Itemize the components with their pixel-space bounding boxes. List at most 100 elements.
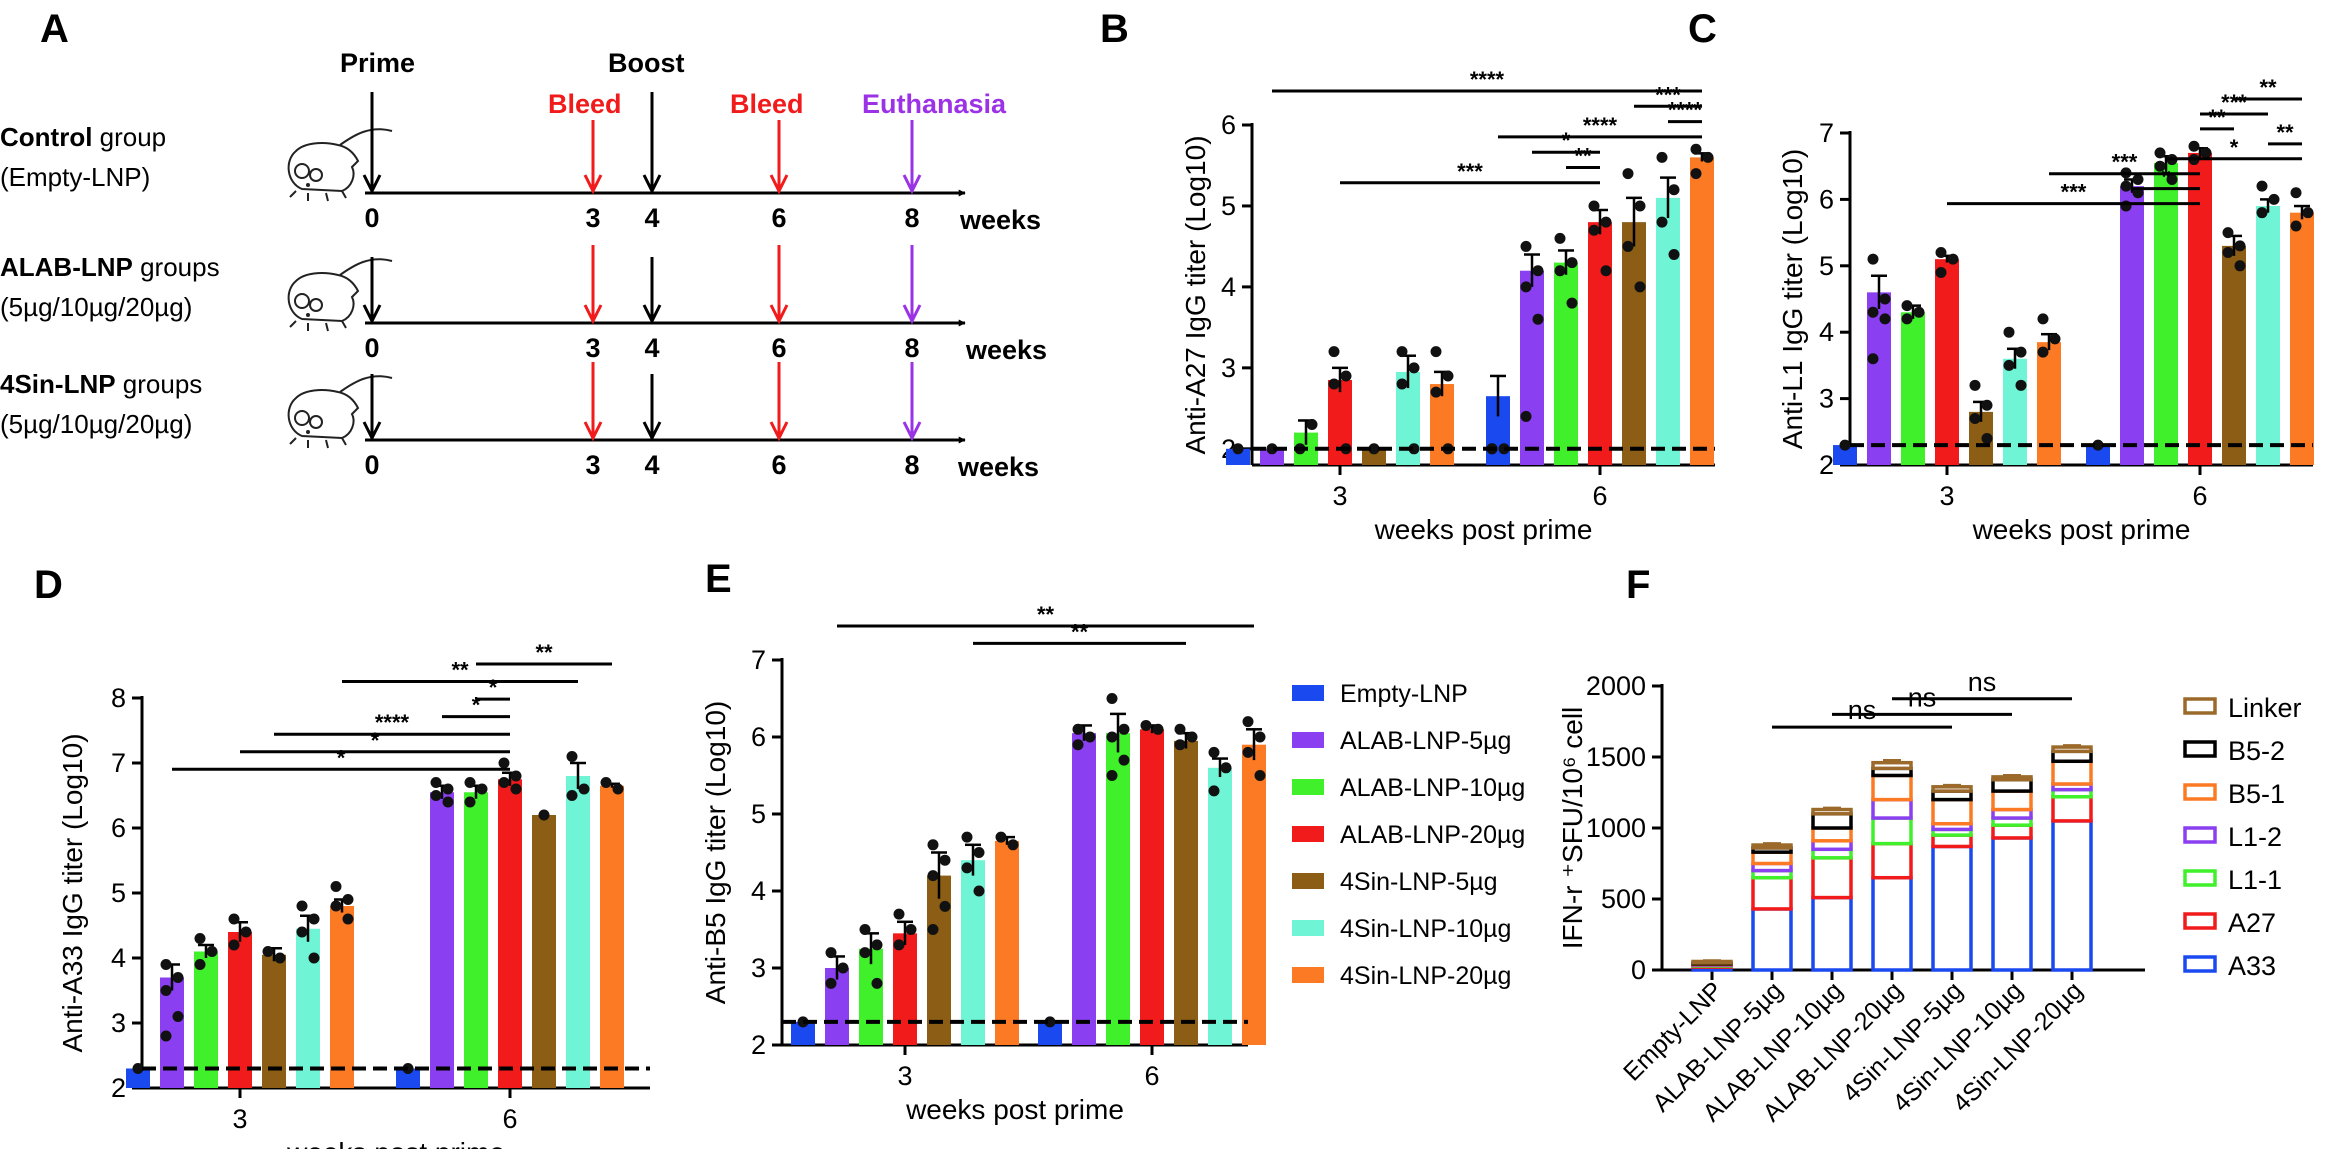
data-point: [1867, 253, 1879, 265]
mouse-eye: [306, 430, 310, 434]
bar: [2290, 212, 2314, 465]
data-point: [825, 947, 837, 959]
stacked-segment: [2051, 819, 2093, 972]
y-tick-label: 7: [1819, 118, 1834, 148]
data-point: [2154, 160, 2166, 172]
arrow-head: [902, 174, 922, 195]
legend-label: ALAB-LNP-20µg: [1340, 821, 1525, 849]
group-name: ALAB-LNP: [0, 252, 133, 282]
y-tick-label: 2: [1819, 450, 1834, 480]
data-point: [510, 770, 522, 782]
data-point: [1007, 839, 1019, 851]
legend-label: ALAB-LNP-10µg: [1340, 774, 1525, 802]
legend-label: ALAB-LNP-5µg: [1340, 727, 1511, 755]
bar: [859, 948, 883, 1045]
data-point: [2234, 240, 2246, 252]
bar: [430, 792, 454, 1088]
y-axis-title: Anti-A33 IgG titer (Log10): [57, 733, 88, 1052]
data-point: [1634, 281, 1646, 293]
significance-label: ns: [1848, 695, 1877, 725]
week-tick: 0: [364, 333, 379, 363]
data-point: [1668, 184, 1680, 196]
stacked-segment: [1871, 797, 1913, 820]
stacked-segment: [1991, 823, 2033, 840]
significance-label: ***: [2221, 90, 2247, 115]
x-tick-label: 3: [232, 1104, 247, 1134]
week-tick: 0: [364, 450, 379, 480]
arrow-head: [362, 174, 382, 195]
stacked-segment: [2051, 759, 2093, 786]
data-point: [1702, 151, 1714, 163]
data-point: [430, 790, 442, 801]
data-point: [1174, 723, 1186, 735]
bar: [532, 815, 556, 1088]
bar: [2188, 152, 2212, 466]
bar: [1588, 222, 1612, 465]
panel-label: F: [1626, 563, 1650, 607]
bar: [995, 840, 1019, 1045]
legend-swatch: [1292, 732, 1324, 748]
data-point: [228, 939, 240, 951]
data-point: [2200, 147, 2212, 159]
data-point: [1532, 313, 1544, 325]
significance-label: **: [1071, 619, 1089, 644]
legend-label: L1-1: [2228, 865, 2282, 895]
data-point: [1656, 216, 1668, 228]
significance-label: ***: [2061, 180, 2087, 205]
data-point: [308, 952, 320, 964]
data-point: [1430, 386, 1442, 398]
week-tick: 4: [644, 203, 659, 233]
week-tick: 6: [771, 333, 786, 363]
group-suffix: groups: [133, 252, 220, 282]
data-point: [1935, 266, 1947, 278]
y-tick-label: 8: [111, 683, 126, 713]
panel-a-timeline: A Prime Boost Bleed Bleed Euthanasia Con…: [0, 7, 1047, 482]
significance-label: *: [371, 728, 380, 753]
data-point: [1186, 731, 1198, 743]
data-point: [927, 839, 939, 851]
data-point: [2256, 207, 2268, 219]
bar: [600, 785, 624, 1088]
bar: [1833, 445, 1857, 465]
y-tick-label: 6: [1221, 110, 1236, 140]
y-tick-label: 3: [111, 1008, 126, 1038]
data-point: [1396, 346, 1408, 358]
data-point: [2049, 333, 2061, 345]
legend-swatch: [1292, 826, 1324, 842]
group-2-title: ALAB-LNP groups: [0, 252, 220, 282]
mouse-feet: [289, 320, 347, 332]
panel-label: E: [705, 557, 732, 601]
data-point: [871, 977, 883, 989]
data-point: [1901, 313, 1913, 325]
data-point: [2132, 173, 2144, 185]
data-point: [973, 847, 985, 858]
bar: [1242, 744, 1266, 1045]
legend-swatch: [1292, 779, 1324, 795]
panel-e-anti-b5: E 2 3 4 5 6 7 3 6 weeks post prime Anti-B5 IgG tit…: [700, 557, 1266, 1125]
data-point: [1867, 306, 1879, 318]
data-point: [2154, 147, 2166, 159]
arrow-head: [583, 174, 603, 195]
bar: [1901, 312, 1925, 465]
bar: [1622, 222, 1646, 465]
significance-label: ****: [1668, 98, 1703, 123]
data-point: [1690, 168, 1702, 180]
week-tick: 6: [771, 203, 786, 233]
data-point: [1254, 731, 1266, 743]
y-axis-title: Anti-L1 IgG titer (Log10): [1777, 149, 1808, 449]
bar: [396, 1068, 420, 1088]
data-point: [837, 962, 849, 974]
data-point: [2302, 207, 2314, 219]
bar: [126, 1068, 150, 1088]
data-point: [1839, 439, 1851, 451]
significance-label: **: [535, 640, 553, 665]
data-point: [927, 924, 939, 935]
bar: [893, 933, 917, 1045]
bar: [2154, 162, 2178, 465]
data-point: [1254, 770, 1266, 781]
bleed-label-1: Bleed: [548, 89, 622, 119]
arrow-head: [642, 421, 662, 442]
bar: [1208, 767, 1232, 1045]
bar: [1106, 733, 1130, 1045]
